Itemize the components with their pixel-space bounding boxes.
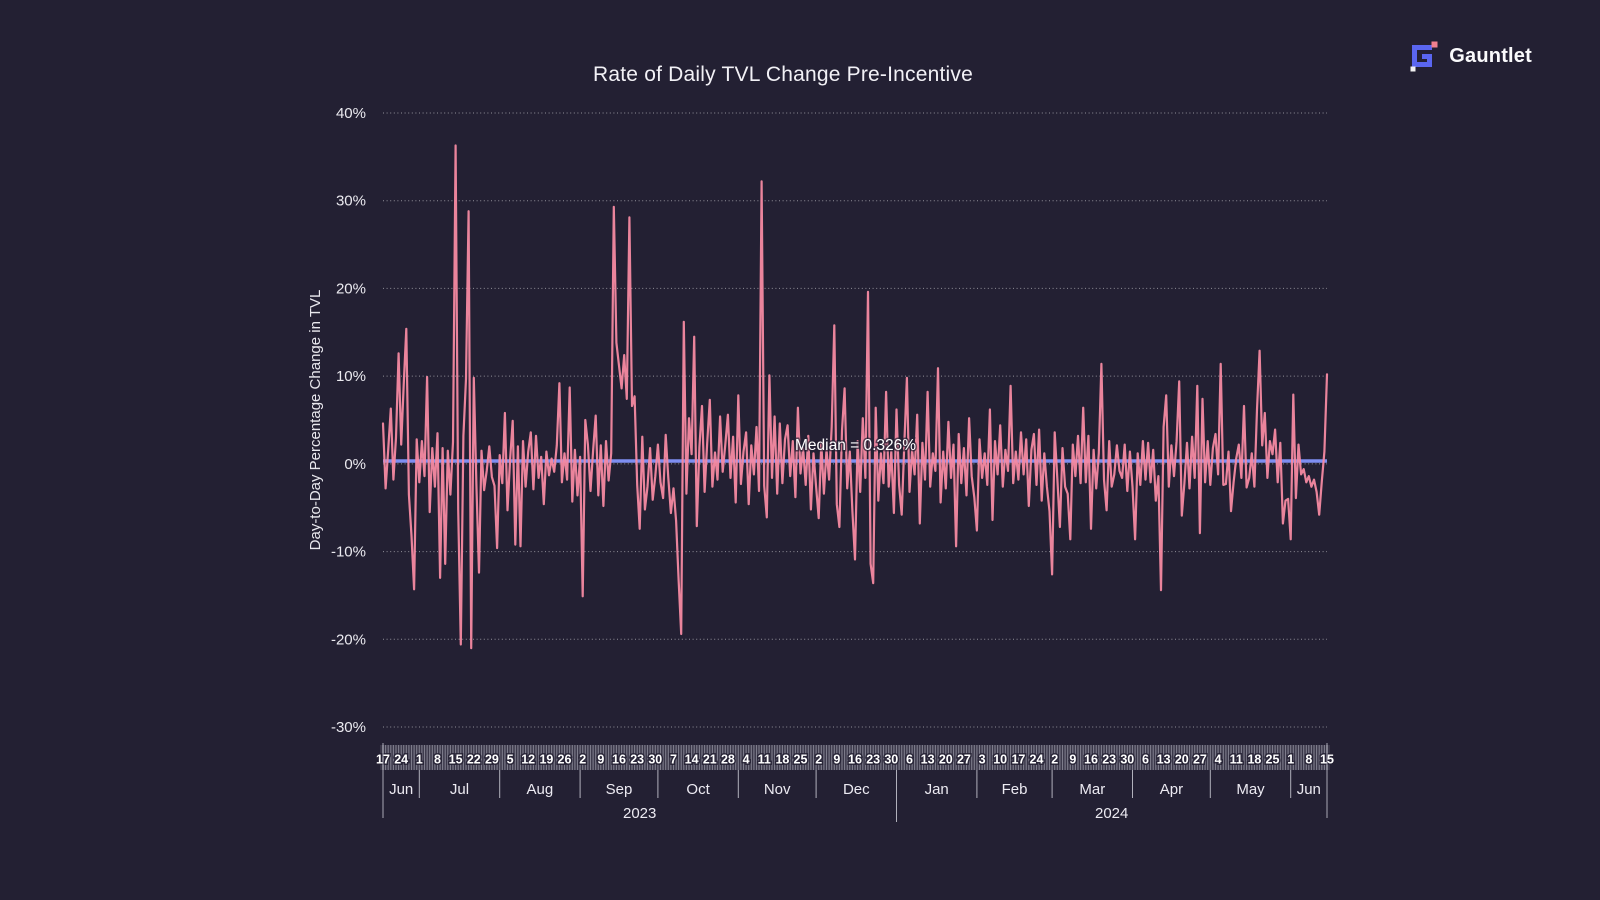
month-label: Dec <box>843 781 870 798</box>
y-tick-label: 20% <box>336 280 366 297</box>
day-tick-label: 8 <box>434 753 441 767</box>
day-tick-label: 6 <box>1142 753 1149 767</box>
month-label: Jan <box>925 781 949 798</box>
day-tick-label: 3 <box>979 753 986 767</box>
month-label: Mar <box>1079 781 1105 798</box>
month-label: Jul <box>450 781 469 798</box>
day-tick-label: 6 <box>906 753 913 767</box>
day-tick-label: 12 <box>521 753 535 767</box>
year-label: 2024 <box>1095 805 1128 822</box>
day-tick-label: 9 <box>833 753 840 767</box>
month-label: Nov <box>764 781 791 798</box>
day-tick-label: 16 <box>848 753 862 767</box>
day-tick-label: 16 <box>1084 753 1098 767</box>
day-tick-label: 24 <box>394 753 408 767</box>
tvl-series-line <box>381 144 1329 650</box>
day-tick-label: 8 <box>1305 753 1312 767</box>
day-tick-label: 18 <box>775 753 789 767</box>
day-tick-label: 9 <box>597 753 604 767</box>
day-tick-label: 13 <box>921 753 935 767</box>
day-tick-label: 25 <box>1266 753 1280 767</box>
day-tick-label: 20 <box>1175 753 1189 767</box>
day-tick-label: 20 <box>939 753 953 767</box>
day-tick-label: 29 <box>485 753 499 767</box>
month-label: Oct <box>686 781 710 798</box>
day-tick-label: 14 <box>685 753 699 767</box>
y-tick-label: -10% <box>331 544 366 561</box>
month-label: Apr <box>1160 781 1183 798</box>
day-tick-label: 30 <box>1120 753 1134 767</box>
y-axis-title: Day-to-Day Percentage Change in TVL <box>307 290 324 551</box>
day-tick-label: 1 <box>1287 753 1294 767</box>
median-label: Median = 0.326% <box>795 437 916 454</box>
day-tick-label: 1 <box>416 753 423 767</box>
day-tick-label: 5 <box>507 753 514 767</box>
logo-pink-dot <box>1431 41 1438 48</box>
day-tick-label: 22 <box>467 753 481 767</box>
day-tick-label: 26 <box>558 753 572 767</box>
gauntlet-logo: Gauntlet <box>1410 41 1532 72</box>
y-tick-label: 0% <box>344 456 366 473</box>
y-tick-label: 30% <box>336 193 366 210</box>
gauntlet-g-glyph <box>1410 41 1438 72</box>
day-tick-label: 15 <box>449 753 463 767</box>
day-tick-label: 2 <box>1051 753 1058 767</box>
month-label: May <box>1236 781 1265 798</box>
day-tick-label: 2 <box>815 753 822 767</box>
year-label: 2023 <box>623 805 656 822</box>
day-tick-label: 11 <box>1230 753 1243 767</box>
y-tick-label: 10% <box>336 368 366 385</box>
day-tick-label: 18 <box>1247 753 1261 767</box>
day-tick-label: 13 <box>1157 753 1171 767</box>
day-tick-label: 24 <box>1030 753 1044 767</box>
chart-title: Rate of Daily TVL Change Pre-Incentive <box>593 63 973 86</box>
day-tick-label: 17 <box>1011 753 1025 767</box>
day-tick-label: 11 <box>758 753 771 767</box>
day-tick-label: 4 <box>1215 753 1222 767</box>
day-tick-label: 30 <box>884 753 898 767</box>
day-tick-label: 4 <box>743 753 750 767</box>
month-label: Aug <box>527 781 554 798</box>
day-tick-label: 27 <box>957 753 971 767</box>
day-tick-label: 23 <box>866 753 880 767</box>
day-tick-label: 25 <box>794 753 808 767</box>
day-tick-label: 23 <box>1102 753 1116 767</box>
day-tick-label: 21 <box>703 753 717 767</box>
month-label: Jun <box>1297 781 1321 798</box>
gauntlet-logo-icon <box>1410 41 1438 72</box>
day-tick-label: 16 <box>612 753 626 767</box>
day-tick-label: 10 <box>993 753 1007 767</box>
logo-white-square <box>1410 66 1416 72</box>
day-tick-label: 23 <box>630 753 644 767</box>
month-label: Feb <box>1002 781 1028 798</box>
day-tick-label: 30 <box>648 753 662 767</box>
y-tick-label: -20% <box>331 631 366 648</box>
day-tick-label: 19 <box>539 753 553 767</box>
day-tick-label: 27 <box>1193 753 1207 767</box>
day-tick-label: 9 <box>1069 753 1076 767</box>
day-tick-label: 7 <box>670 753 677 767</box>
y-tick-label: -30% <box>331 719 366 736</box>
y-tick-label: 40% <box>336 105 366 122</box>
month-label: Sep <box>606 781 633 798</box>
gauntlet-logo-text: Gauntlet <box>1449 45 1532 67</box>
day-tick-label: 2 <box>579 753 586 767</box>
day-tick-label: 28 <box>721 753 735 767</box>
month-label: Jun <box>389 781 413 798</box>
